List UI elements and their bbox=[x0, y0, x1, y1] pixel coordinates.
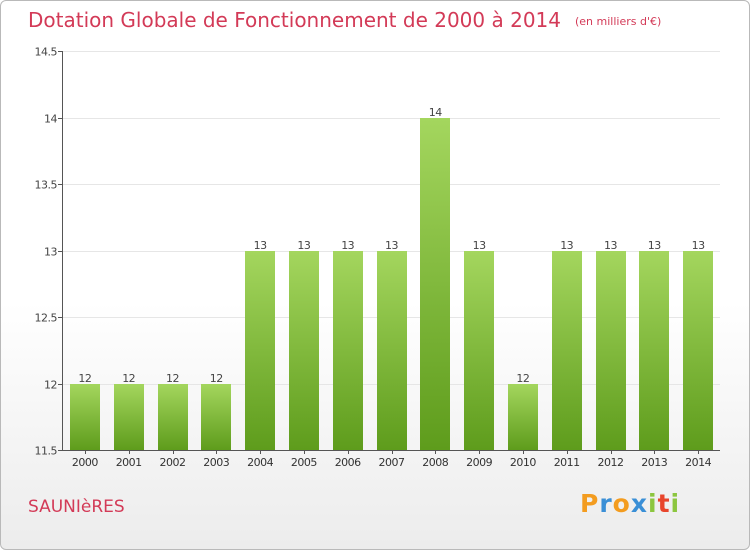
y-tick-label: 13.5 bbox=[35, 179, 58, 192]
data-label: 13 bbox=[473, 239, 486, 252]
data-label: 12 bbox=[166, 372, 179, 385]
data-label: 12 bbox=[122, 372, 135, 385]
y-tick-label: 12 bbox=[44, 379, 57, 392]
x-tick-label: 2008 bbox=[422, 456, 448, 469]
bar bbox=[70, 384, 100, 450]
logo-letter: i bbox=[648, 489, 658, 518]
proxiti-logo: Proxiti bbox=[580, 489, 680, 518]
bar bbox=[420, 118, 450, 450]
data-label: 13 bbox=[385, 239, 398, 252]
data-labels: 12 12 12 12 13 13 13 13 14 13 12 13 13 13 13 bbox=[78, 106, 705, 385]
bars bbox=[70, 118, 713, 450]
data-label: 13 bbox=[560, 239, 573, 252]
data-label: 12 bbox=[516, 372, 529, 385]
bar bbox=[596, 251, 626, 450]
x-tick-label: 2013 bbox=[641, 456, 667, 469]
data-label: 13 bbox=[648, 239, 661, 252]
x-tick-label: 2005 bbox=[291, 456, 317, 469]
x-tick-label: 2014 bbox=[685, 456, 711, 469]
logo-letter: r bbox=[599, 489, 613, 518]
bar bbox=[552, 251, 582, 450]
y-tick-label: 14 bbox=[44, 113, 57, 126]
logo-letter: P bbox=[580, 489, 600, 518]
x-tick-label: 2003 bbox=[203, 456, 229, 469]
x-tick-label: 2012 bbox=[598, 456, 624, 469]
x-tick-label: 2001 bbox=[116, 456, 142, 469]
logo-letter: o bbox=[612, 489, 631, 518]
bar bbox=[158, 384, 188, 450]
y-tick-label: 14.5 bbox=[35, 46, 58, 59]
bar bbox=[289, 251, 319, 450]
y-tick-label: 11.5 bbox=[35, 445, 58, 458]
logo-letter: x bbox=[630, 489, 648, 518]
x-tick-label: 2011 bbox=[554, 456, 580, 469]
data-label: 13 bbox=[604, 239, 617, 252]
logo-letter: t bbox=[657, 489, 671, 518]
y-tick-label: 13 bbox=[44, 246, 57, 259]
city-name: SAUNIèRES bbox=[28, 497, 125, 517]
axes bbox=[58, 51, 720, 454]
data-label: 13 bbox=[254, 239, 267, 252]
x-tick-labels: 2000 2001 2002 2003 2004 2005 2006 2007 2008 2009… bbox=[72, 456, 712, 469]
data-label: 12 bbox=[78, 372, 91, 385]
x-tick-label: 2007 bbox=[379, 456, 405, 469]
x-tick-label: 2010 bbox=[510, 456, 536, 469]
x-tick-label: 2006 bbox=[335, 456, 361, 469]
bar bbox=[683, 251, 713, 450]
y-tick-label: 12.5 bbox=[35, 312, 58, 325]
bar bbox=[333, 251, 363, 450]
bar bbox=[201, 384, 231, 450]
bar bbox=[639, 251, 669, 450]
x-tick-label: 2002 bbox=[160, 456, 186, 469]
x-tick-label: 2009 bbox=[466, 456, 492, 469]
bar bbox=[464, 251, 494, 450]
bar bbox=[114, 384, 144, 450]
x-tick-label: 2000 bbox=[72, 456, 98, 469]
bar bbox=[245, 251, 275, 450]
data-label: 14 bbox=[429, 106, 442, 119]
bar bbox=[377, 251, 407, 450]
chart-subtitle: (en milliers d'€) bbox=[575, 15, 662, 28]
data-label: 13 bbox=[297, 239, 310, 252]
data-label: 13 bbox=[341, 239, 354, 252]
data-label: 12 bbox=[210, 372, 223, 385]
data-label: 13 bbox=[692, 239, 705, 252]
logo-letter: i bbox=[670, 489, 681, 518]
y-tick-labels: 11.5 12 12.5 13 13.5 14 14.5 bbox=[35, 46, 58, 458]
x-tick-label: 2004 bbox=[247, 456, 273, 469]
chart-title-text: Dotation Globale de Fonctionnement de 20… bbox=[28, 8, 561, 32]
chart-title: Dotation Globale de Fonctionnement de 20… bbox=[28, 8, 661, 32]
bar bbox=[508, 384, 538, 450]
